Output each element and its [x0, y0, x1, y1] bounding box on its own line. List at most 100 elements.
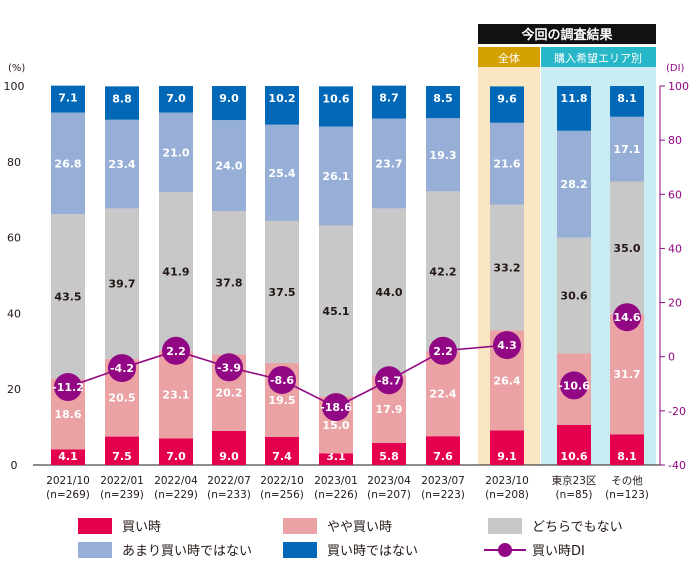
bar-segment — [105, 86, 139, 120]
bar-value-label: 41.9 — [162, 266, 189, 279]
bar-segment — [490, 430, 524, 465]
x-axis-n-label: (n=233) — [207, 489, 251, 501]
bar-value-label: 21.0 — [162, 146, 189, 159]
bar-segment — [557, 237, 591, 354]
bar-value-label: 7.6 — [433, 450, 453, 463]
bar-value-label: 4.1 — [58, 450, 78, 463]
di-marker — [322, 393, 350, 422]
bar-value-label: 33.2 — [493, 262, 520, 275]
di-value-label: -8.7 — [377, 374, 401, 387]
bar-value-label: 26.4 — [493, 374, 520, 387]
bar-segment — [490, 86, 524, 123]
di-line: -11.2 -4.2 2.2 -3.9 -8.6 -18.6 -8.7 2.2 4.3 -10.6… — [52, 303, 641, 422]
bar-segment — [105, 436, 139, 465]
right-axis-tick-label: 20 — [668, 297, 682, 310]
bar-segment — [372, 208, 406, 376]
legend-label: 買い時 — [122, 520, 161, 535]
di-value-label: -11.2 — [52, 381, 84, 394]
bar-value-label: 43.5 — [54, 291, 81, 304]
bar-segment — [557, 424, 591, 465]
bar-segment — [265, 124, 299, 221]
bar-value-label: 5.8 — [379, 450, 399, 463]
bar-segment — [426, 351, 460, 437]
x-axis-labels: 2021/10 (n=269) 2022/01 (n=239) 2022/04 (n=22… — [46, 474, 649, 501]
legend-swatch — [488, 518, 522, 534]
bar-segment — [426, 118, 460, 192]
bar-value-label: 45.1 — [322, 305, 349, 318]
legend-label: 買い時DI — [532, 544, 585, 559]
di-value-label: -4.2 — [110, 362, 134, 375]
legend-swatch — [78, 518, 112, 534]
bar-value-label: 7.0 — [166, 450, 186, 463]
bar-value-label: 31.7 — [613, 368, 640, 381]
bar-segment — [159, 350, 193, 439]
results-header-title: 今回の調査結果 — [520, 27, 612, 43]
bar-value-label: 8.1 — [617, 92, 637, 105]
right-axis-tick-label: 80 — [668, 134, 682, 147]
x-axis-label: 2022/10 — [260, 475, 304, 487]
di-value-label: 2.2 — [433, 345, 453, 358]
bar-segment — [610, 86, 644, 117]
bar-value-label: 17.9 — [375, 403, 402, 416]
bar-value-label: 7.5 — [112, 450, 132, 463]
bar-segment — [426, 191, 460, 352]
bar-segment — [319, 453, 353, 465]
di-value-label: 2.2 — [166, 345, 186, 358]
di-marker — [613, 303, 641, 332]
di-value-label: -10.6 — [558, 379, 590, 392]
bar-value-label: 17.1 — [613, 143, 640, 156]
left-axis-tick-label: 20 — [7, 383, 21, 396]
bar-value-label: 37.8 — [215, 277, 242, 290]
bar-value-label: 21.6 — [493, 158, 520, 171]
bar-value-label: 37.5 — [268, 286, 295, 299]
bar-value-label: 15.0 — [322, 419, 349, 432]
x-axis-n-label: (n=207) — [367, 489, 411, 501]
legend-swatch — [78, 542, 112, 558]
bar-segment — [159, 192, 193, 351]
bar-value-label: 10.2 — [268, 92, 295, 105]
group-all-label: 全体 — [498, 51, 520, 65]
bar-segment — [490, 204, 524, 331]
bar-segment — [426, 436, 460, 465]
bar-segment — [212, 211, 246, 355]
legend-marker — [498, 543, 512, 557]
bar-value-label: 19.5 — [268, 394, 295, 407]
bar-value-label: 11.8 — [560, 92, 587, 105]
di-value-label: -18.6 — [320, 401, 352, 414]
di-marker — [54, 373, 82, 402]
bar-segment — [212, 430, 246, 465]
left-axis-tick-label: 80 — [7, 156, 21, 169]
bar-value-label: 35.0 — [613, 242, 640, 255]
x-axis-n-label: (n=123) — [605, 489, 649, 501]
bar-segment — [426, 86, 460, 119]
bar-segment — [159, 438, 193, 465]
bar-segment — [490, 122, 524, 205]
legend-label: やや買い時 — [327, 520, 392, 535]
bar-value-label: 22.4 — [429, 388, 456, 401]
x-axis-label: 2023/07 — [421, 475, 465, 487]
bar-value-label: 9.0 — [219, 450, 239, 463]
bar-value-label: 10.6 — [560, 450, 587, 463]
di-marker — [493, 331, 521, 360]
bar-value-label: 7.0 — [166, 92, 186, 105]
bar-segment — [212, 120, 246, 212]
left-axis-tick-label: 100 — [4, 80, 25, 93]
bar-segment — [105, 119, 139, 209]
di-marker — [429, 336, 457, 365]
bar-segment — [159, 112, 193, 193]
bar-value-label: 18.6 — [54, 408, 81, 421]
group-all-tab — [478, 47, 540, 67]
bar-segment — [265, 436, 299, 465]
bar-value-label: 24.0 — [215, 160, 242, 173]
right-axis-tick-label: -20 — [668, 405, 686, 418]
right-axis-tick-label: -40 — [668, 459, 686, 472]
left-axis-tick-label: 0 — [11, 459, 18, 472]
left-axis-tick-label: 40 — [7, 307, 21, 320]
bar-segment — [557, 130, 591, 238]
bar-value-label: 9.1 — [497, 450, 517, 463]
bar-value-label: 8.1 — [617, 450, 637, 463]
bar-value-label: 39.7 — [108, 278, 135, 291]
bar-value-label: 9.0 — [219, 92, 239, 105]
